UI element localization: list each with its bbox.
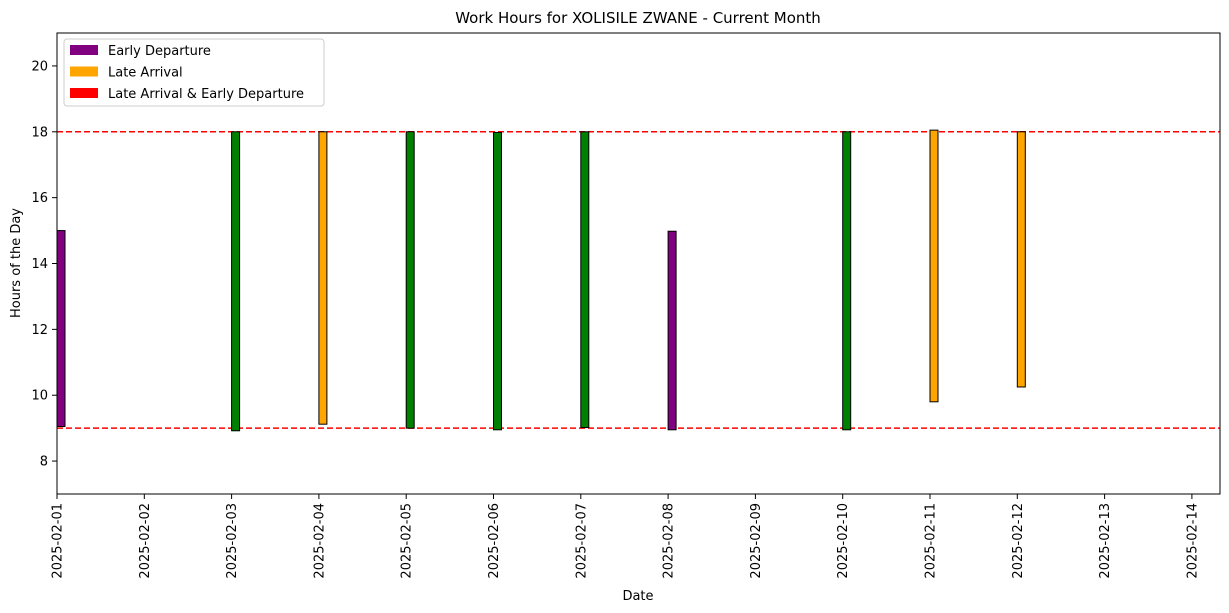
bar-2025-02-07 — [580, 131, 590, 428]
legend-label: Late Arrival & Early Departure — [108, 87, 304, 102]
x-tick-label: 2025-02-06 — [487, 503, 502, 579]
y-tick-label: 18 — [31, 125, 48, 140]
bar-2025-02-12 — [1016, 131, 1026, 388]
bar-2025-02-01 — [56, 230, 66, 427]
bar-2025-02-04 — [318, 131, 328, 425]
y-tick-label: 10 — [31, 389, 48, 404]
y-tick-label: 12 — [31, 323, 48, 338]
legend: Early Departure Late Arrival Late Arrival … — [63, 38, 325, 107]
y-tick-label: 8 — [40, 455, 48, 470]
x-tick-label: 2025-02-09 — [749, 503, 764, 579]
y-axis-label: Hours of the Day — [9, 208, 24, 318]
x-tick-label: 2025-02-01 — [51, 503, 66, 579]
y-tick-label: 16 — [31, 191, 48, 206]
bar-2025-02-10 — [842, 131, 852, 431]
x-tick-label: 2025-02-04 — [312, 503, 327, 579]
legend-swatch — [70, 88, 98, 98]
bar-2025-02-06 — [493, 131, 502, 431]
legend-swatch — [70, 45, 98, 55]
bar-2025-02-11 — [929, 129, 939, 403]
x-tick-label: 2025-02-08 — [662, 503, 677, 579]
bar-2025-02-03 — [231, 131, 241, 432]
x-tick-label: 2025-02-12 — [1011, 503, 1026, 579]
x-tick-label: 2025-02-05 — [400, 503, 415, 579]
reference-lines — [57, 131, 1220, 429]
x-axis-label: Date — [622, 589, 653, 604]
x-tick-label: 2025-02-10 — [836, 503, 851, 579]
bar-2025-02-05 — [405, 131, 415, 429]
x-tick-label: 2025-02-14 — [1185, 503, 1200, 579]
y-axis: 8 10 12 14 16 18 20 — [31, 59, 57, 470]
x-tick-label: 2025-02-11 — [924, 503, 939, 579]
x-tick-label: 2025-02-02 — [138, 503, 153, 579]
legend-box — [63, 38, 325, 107]
x-axis: 2025-02-01 2025-02-02 2025-02-03 2025-02-04… — [51, 494, 1200, 579]
chart-title: Work Hours for XOLISILE ZWANE - Current … — [455, 9, 821, 27]
x-tick-label: 2025-02-13 — [1098, 503, 1113, 579]
legend-label: Early Departure — [108, 44, 211, 59]
y-tick-label: 20 — [31, 59, 48, 74]
legend-label: Late Arrival — [108, 66, 183, 81]
x-tick-label: 2025-02-07 — [574, 503, 589, 579]
y-tick-label: 14 — [31, 257, 48, 272]
x-tick-label: 2025-02-03 — [225, 503, 240, 579]
bars-group — [56, 129, 1026, 432]
legend-swatch — [70, 66, 98, 77]
bar-2025-02-08 — [667, 230, 677, 431]
